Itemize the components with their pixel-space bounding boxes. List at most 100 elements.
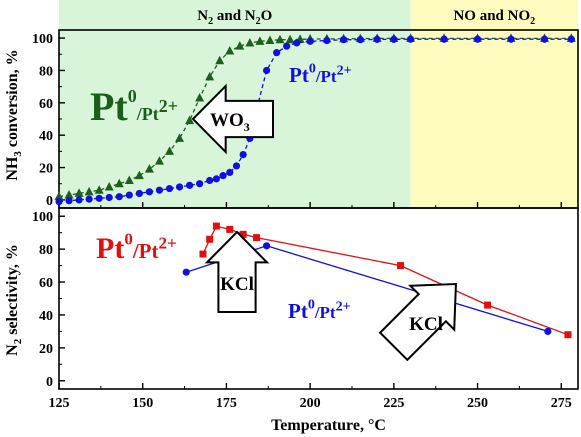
top-series-1-point-13 xyxy=(175,133,185,142)
region-2 xyxy=(410,0,578,208)
bottom-xtick-label: 225 xyxy=(383,396,404,411)
bottom-series-1-point-6 xyxy=(253,234,261,242)
top-series-1-point-22 xyxy=(265,35,275,45)
bottom-xtick-label: 275 xyxy=(551,396,572,411)
bottom-series-1-point-8 xyxy=(484,301,492,309)
top-ytick-label: 100 xyxy=(32,32,53,47)
top-series-2-point-39 xyxy=(567,35,575,43)
top-series-1-point-7 xyxy=(114,178,124,188)
top-plot-series xyxy=(54,33,576,206)
bottom-y-axis-title: N2 selectivity, % xyxy=(4,244,24,356)
top-series-1-point-12 xyxy=(164,146,174,155)
top-series-2-point-31 xyxy=(356,36,364,44)
top-series-2-point-28 xyxy=(306,37,314,45)
bottom-series-1-point-5 xyxy=(239,230,247,238)
bottom-plot-frame: 0 20 40 60 80 100 125 150 175 200 225 250 275 xyxy=(32,207,579,411)
top-series-2-point-12 xyxy=(165,184,174,193)
top-series-1-point-23 xyxy=(275,34,285,44)
bottom-ytick-label: 0 xyxy=(46,375,53,390)
top-series-2-point-33 xyxy=(390,35,398,43)
top-series-1-point-2 xyxy=(64,190,74,199)
top-series-1-point-21 xyxy=(255,36,265,45)
top-series-2-point-10 xyxy=(145,188,154,196)
top-series-1-point-9 xyxy=(134,170,144,180)
region-label-2: NO and NO2 xyxy=(453,8,535,27)
bottom-series-1-point-3 xyxy=(212,222,220,230)
top-series-2-point-15 xyxy=(196,180,204,188)
top-series-2-point-11 xyxy=(155,186,164,194)
top-series-2-point-34 xyxy=(406,35,415,43)
bottom-xtick-label: 125 xyxy=(49,396,70,411)
bottom-xtick-label: 150 xyxy=(132,396,153,411)
top-series-2-point-17 xyxy=(212,175,220,183)
bottom-ytick-label: 80 xyxy=(39,243,53,258)
bottom-ytick-label: 20 xyxy=(39,342,53,357)
top-ytick-label: 0 xyxy=(46,194,53,209)
top-series-1-point-3 xyxy=(74,188,84,197)
top-series-2-point-7 xyxy=(115,193,123,201)
bottom-series-1-point-2 xyxy=(206,235,214,243)
top-series-2-point-21 xyxy=(239,151,247,159)
top-y-axis-title: NH3 conversion, % xyxy=(4,49,24,180)
green-catalyst-label: Pt0/Pt2+ xyxy=(90,84,178,129)
top-series-1-point-15 xyxy=(195,92,205,102)
wo3-arrow xyxy=(191,83,274,155)
bottom-border xyxy=(58,207,579,390)
top-series-1-point-1 xyxy=(54,191,64,201)
top-series-2-point-14 xyxy=(185,181,194,189)
top-series-1-point-24 xyxy=(285,34,295,44)
x-axis-title: Temperature, °C xyxy=(271,417,386,434)
top-series-2-point-38 xyxy=(540,35,549,43)
top-series-2-point-29 xyxy=(323,36,331,45)
top-series-2-point-1 xyxy=(55,197,63,206)
top-series-2-point-27 xyxy=(293,39,301,47)
top-series-2-point-9 xyxy=(135,189,143,198)
top-series-1-point-18 xyxy=(225,46,235,55)
bottom-xtick-label: 175 xyxy=(216,396,237,411)
wo3-label: WO3 xyxy=(210,110,250,134)
kcl-right-arrow xyxy=(378,283,457,362)
top-series-2-point-8 xyxy=(125,191,133,199)
top-series-2-point-20 xyxy=(232,162,241,170)
top-series-2-point-37 xyxy=(507,35,515,43)
kcl-right-arrow-group xyxy=(378,283,457,362)
bottom-series-1-point-4 xyxy=(226,225,234,233)
top-series-2-point-25 xyxy=(273,49,281,57)
top-series-2-point-3 xyxy=(75,196,83,204)
blue-catalyst-label: Pt0/Pt2+ xyxy=(289,62,352,87)
top-series-1-point-17 xyxy=(215,55,225,65)
bottom-series-2-point-2 xyxy=(263,242,271,250)
top-series-2-point-16 xyxy=(206,176,214,185)
top-series-2-point-19 xyxy=(226,168,234,176)
top-series-1-point-14 xyxy=(185,115,195,125)
kcl-left-label: KCl xyxy=(220,274,254,295)
bottom-xtick-label: 250 xyxy=(467,396,488,411)
kcl-left-arrow xyxy=(204,230,270,313)
top-series-2-point-35 xyxy=(440,35,448,43)
top-series-1-point-5 xyxy=(94,185,104,194)
blue-catalyst-label-bottom: Pt0/Pt2+ xyxy=(288,298,351,323)
top-series-2-point-2 xyxy=(65,197,73,205)
top-plot-annotations: Pt0/Pt2+ Pt0/Pt2+ WO3 xyxy=(90,62,352,155)
top-series-1-point-8 xyxy=(124,175,134,184)
top-series-2-point-6 xyxy=(105,193,113,202)
top-series-2-point-32 xyxy=(373,35,381,43)
top-ytick-label: 60 xyxy=(39,97,53,112)
top-series-1-point-11 xyxy=(154,156,164,165)
top-series-2-point-24 xyxy=(263,66,271,75)
top-series-1-point-16 xyxy=(205,71,215,81)
bottom-series-1-point-9 xyxy=(564,331,572,339)
top-series-2-point-4 xyxy=(85,195,93,203)
top-plot-regions: N2 and N2O NO and NO2 xyxy=(59,0,578,208)
bottom-ytick-label: 100 xyxy=(32,210,53,225)
bottom-series-1-point-1 xyxy=(199,250,207,258)
top-series-2-point-30 xyxy=(340,36,348,44)
top-series-1-point-4 xyxy=(84,186,94,196)
bottom-ytick-label: 60 xyxy=(39,276,53,291)
top-series-1-point-6 xyxy=(104,181,114,191)
top-series-2-point-26 xyxy=(283,42,291,50)
kcl-right-label: KCl xyxy=(409,314,443,335)
top-series-2-point-36 xyxy=(473,35,482,43)
top-series-1-point-19 xyxy=(235,41,245,50)
